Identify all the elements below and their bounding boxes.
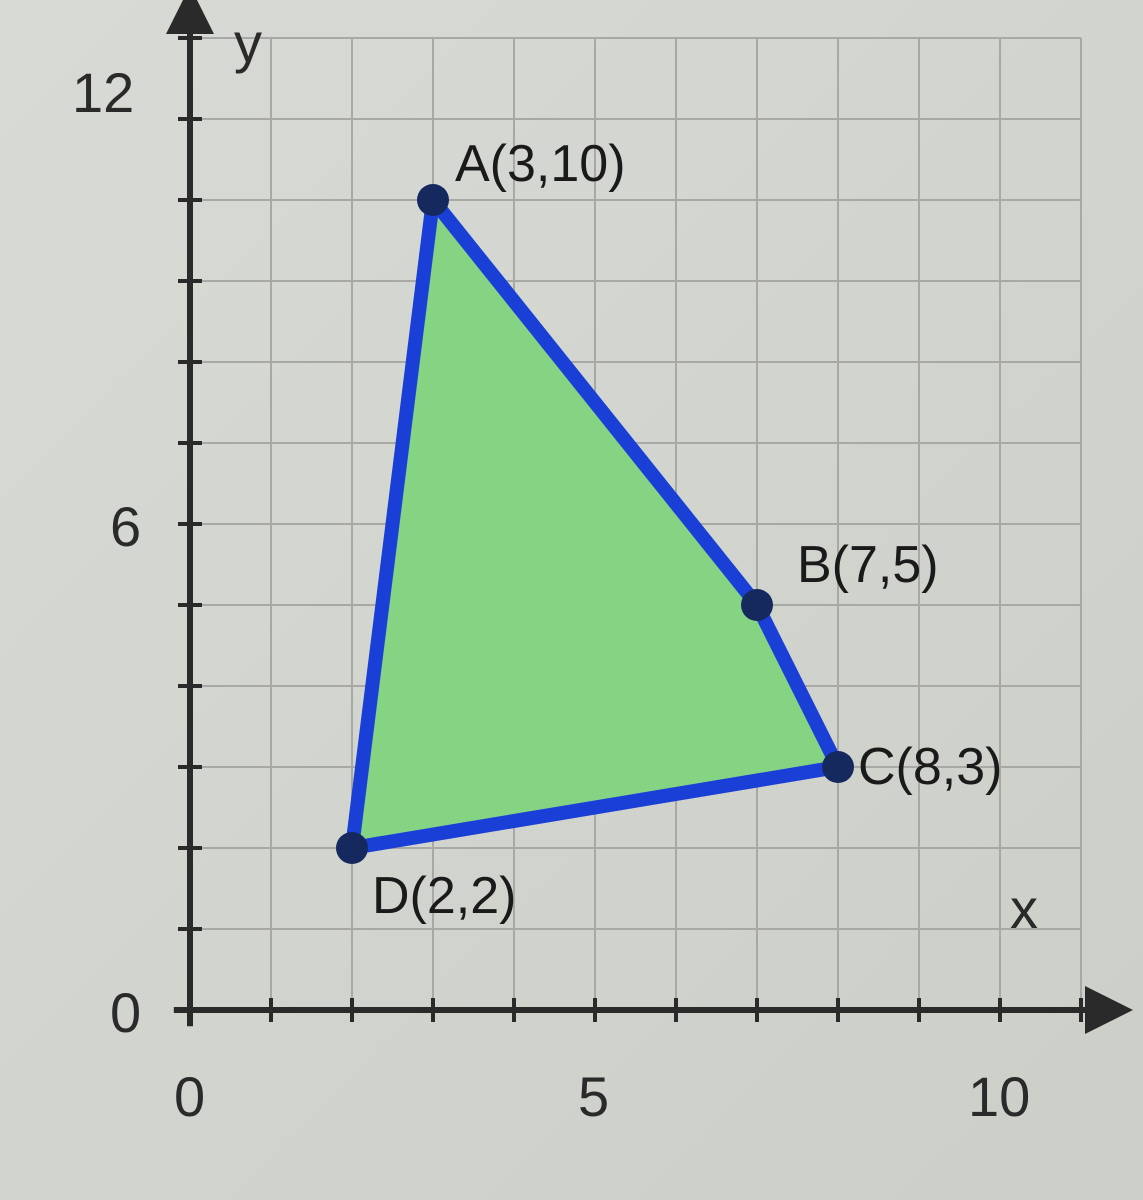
x-tick-0: 0: [174, 1064, 205, 1129]
point-label-b: B(7,5): [797, 535, 939, 595]
x-tick-5: 5: [578, 1064, 609, 1129]
y-axis-label: y: [234, 10, 262, 75]
point-label-d: D(2,2): [372, 866, 516, 926]
y-tick-0: 0: [110, 980, 141, 1045]
x-tick-10: 10: [968, 1064, 1030, 1129]
y-tick-6: 6: [110, 494, 141, 559]
point-label-a: A(3,10): [455, 134, 626, 194]
y-tick-12: 12: [72, 60, 134, 125]
coordinate-chart: y x 0 6 12 0 5 10 A(3,10) B(7,5) C(8,3) …: [0, 0, 1143, 1200]
x-axis-label: x: [1010, 876, 1038, 941]
point-label-c: C(8,3): [858, 737, 1002, 797]
